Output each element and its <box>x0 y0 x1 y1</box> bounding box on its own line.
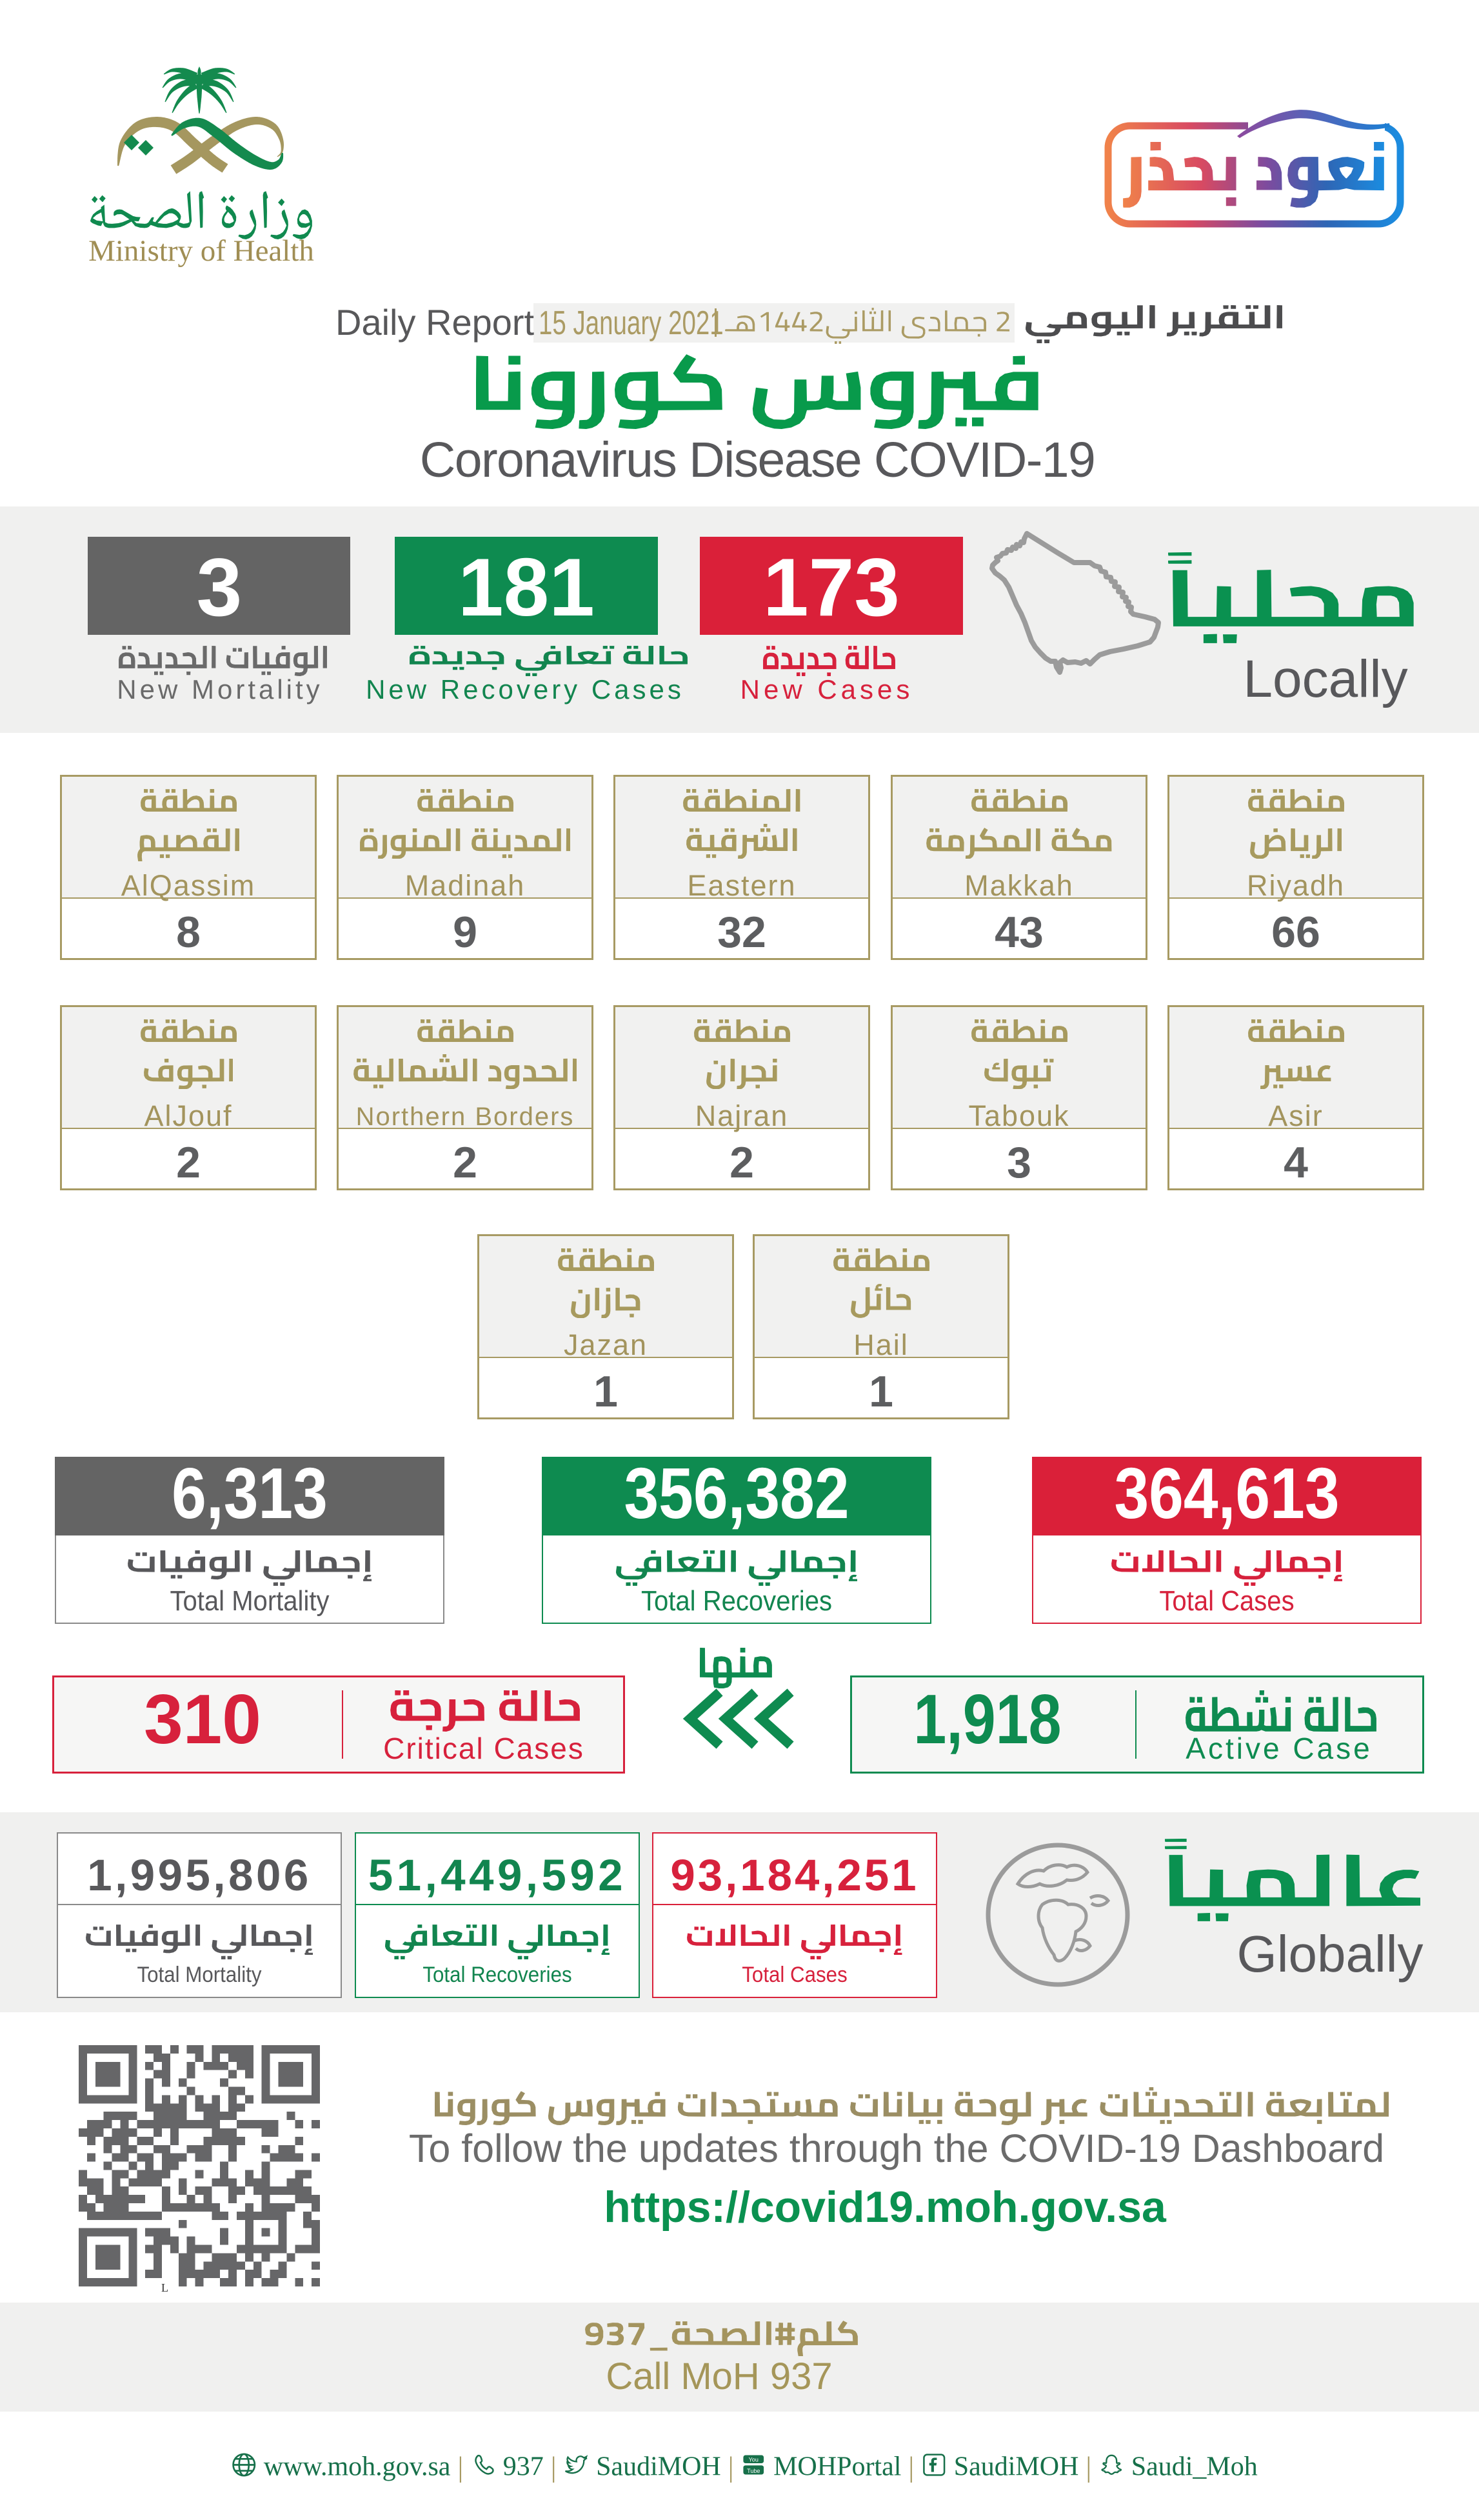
svg-text:Tube: Tube <box>747 2468 760 2474</box>
svg-text:You: You <box>749 2457 759 2463</box>
